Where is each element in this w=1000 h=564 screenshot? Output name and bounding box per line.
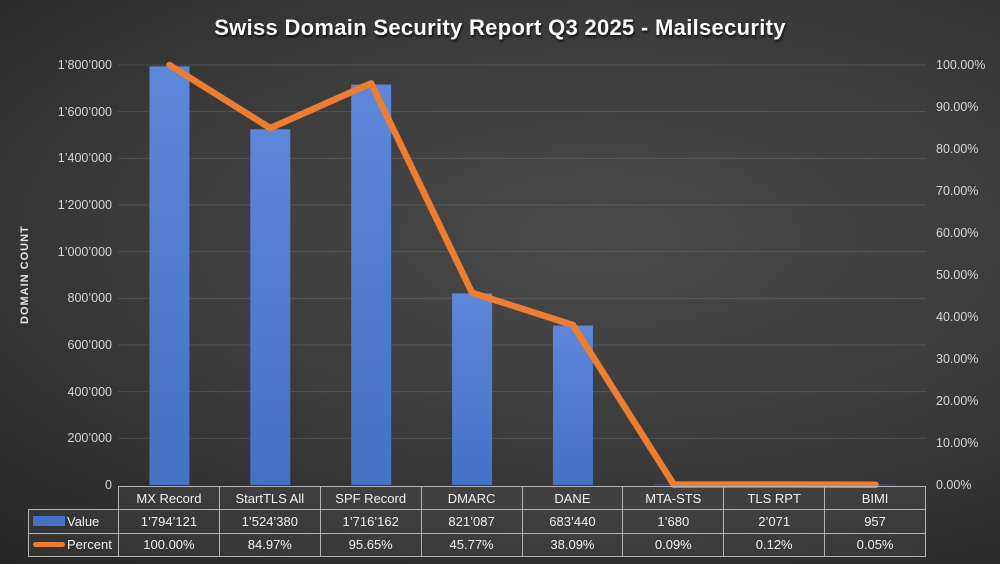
table-category-header: MTA-STS [622, 486, 725, 511]
table-value-cell: 957 [824, 509, 926, 534]
right-axis-tick: 100.00% [936, 58, 986, 72]
right-axis-tick: 30.00% [936, 352, 979, 366]
right-axis-tick: 0.00% [936, 478, 972, 492]
table-corner-spacer [28, 486, 119, 510]
table-percent-cell: 84.97% [218, 532, 321, 557]
bar [351, 84, 392, 486]
right-axis-tick: 70.00% [936, 184, 979, 198]
table-category-header: BIMI [824, 486, 926, 511]
table-value-cell: 1’680 [622, 509, 725, 534]
left-axis-tick: 0 [105, 478, 112, 492]
left-axis-tick: 200’000 [67, 431, 113, 446]
table-category-header: SPF Record [319, 486, 422, 511]
right-axis-tick: 10.00% [936, 436, 979, 450]
left-axis-tick: 1’600’000 [57, 104, 112, 119]
percent-line [166, 61, 879, 489]
table-category-header: MX Record [118, 486, 220, 511]
percent-series-swatch [33, 542, 65, 548]
table-value-cell: 1’524’380 [218, 509, 321, 534]
left-axis-tick: 400’000 [67, 384, 113, 399]
left-axis-tick: 600’000 [67, 338, 113, 352]
legend-percent: Percent [28, 532, 119, 557]
left-axis-tick: 1’800’000 [57, 58, 112, 72]
right-axis-tick: 20.00% [936, 394, 979, 408]
legend-value: Value [28, 509, 119, 534]
table-header-row: MX Record StartTLS All SPF Record DMARC DANE… [28, 486, 926, 511]
table-value-cell: 821’087 [420, 509, 523, 534]
table-category-header: StartTLS All [218, 486, 321, 511]
table-value-cell: 2’071 [723, 509, 826, 534]
bar [452, 293, 493, 485]
left-axis-tick: 1’400’000 [57, 151, 112, 166]
table-percent-cell: 38.09% [521, 532, 624, 557]
left-axis-tick: 1’200’000 [57, 198, 112, 212]
value-series-label: Value [67, 513, 100, 529]
table-percent-cell: 100.00% [118, 532, 220, 557]
table-value-row: Value 1’794’121 1’524’380 1’716’162 821’087… [28, 509, 926, 534]
percent-series-label: Percent [67, 537, 112, 553]
table-percent-cell: 0.09% [622, 532, 725, 557]
chart-title: Swiss Domain Security Report Q3 2025 - M… [214, 15, 786, 40]
right-axis-tick: 80.00% [936, 142, 979, 156]
table-category-header: DANE [521, 486, 624, 511]
table-percent-row: Percent 100.00% 84.97% 95.65% 45.77% 38.09% 0… [28, 532, 926, 557]
table-value-cell: 683’440 [521, 509, 624, 534]
value-series-swatch [33, 516, 65, 527]
right-axis-tick: 60.00% [936, 226, 979, 240]
bar [149, 66, 190, 485]
left-axis-tick: 800’000 [67, 291, 113, 306]
table-percent-cell: 0.12% [723, 532, 826, 557]
right-axis-tick: 50.00% [936, 268, 979, 282]
data-table: MX Record StartTLS All SPF Record DMARC DANE… [28, 486, 926, 557]
table-category-header: TLS RPT [723, 486, 826, 511]
table-percent-cell: 0.05% [824, 532, 926, 557]
bar [250, 129, 291, 485]
right-axis-tick: 90.00% [936, 100, 979, 114]
left-axis-tick: 1’000’000 [57, 244, 112, 259]
table-category-header: DMARC [420, 486, 523, 511]
table-percent-cell: 95.65% [319, 532, 422, 557]
right-axis-tick: 40.00% [936, 310, 979, 324]
table-value-cell: 1’716’162 [319, 509, 422, 534]
table-value-cell: 1’794’121 [118, 509, 220, 534]
table-percent-cell: 45.77% [420, 532, 523, 557]
